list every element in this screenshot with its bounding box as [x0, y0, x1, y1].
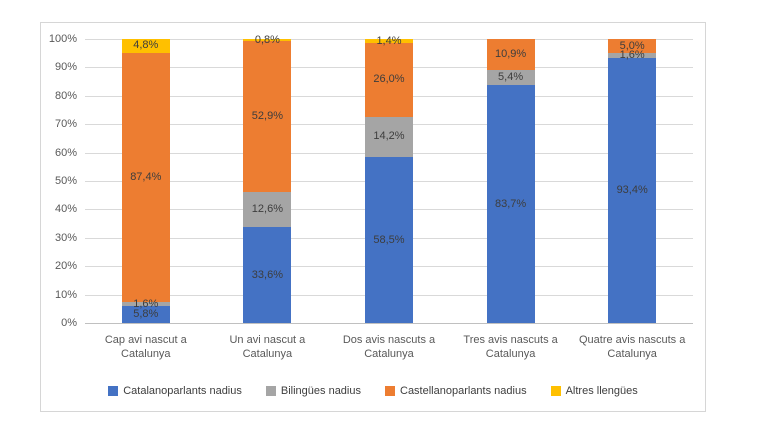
bar-segment — [121, 301, 170, 307]
bar-group: 5,8% 1,6% 87,4% 4,8% — [85, 39, 207, 323]
data-label: 83,7% — [494, 197, 527, 210]
bar-segment — [608, 53, 657, 58]
bar-segment — [364, 157, 413, 323]
data-label: 26,0% — [373, 73, 405, 86]
legend-label: Castellanoparlants nadius — [400, 385, 527, 397]
legend-label: Bilingües nadius — [280, 385, 361, 397]
legend-swatch-icon — [265, 386, 276, 396]
legend-item: Altres llengües — [550, 385, 638, 397]
bar-segment — [243, 39, 292, 42]
y-axis: 100% 90% 80% 70% 60% 50% 40% 30% 20% 10% 0% — [41, 33, 77, 329]
bar-segment — [364, 116, 413, 158]
bar-segment — [486, 39, 535, 70]
legend-item: Castellanoparlants nadius — [385, 385, 527, 397]
stacked-bar: 93,4% 1,6% 5,0% — [608, 39, 657, 323]
data-label: 4,8% — [133, 39, 159, 52]
stacked-bar: 58,5% 14,2% 26,0% 1,4% — [364, 35, 413, 323]
data-label: 87,4% — [130, 170, 162, 183]
stacked-bar: 33,6% 12,6% 52,9% 0,8% — [243, 34, 292, 323]
bar-group: 83,7% 5,4% 10,9% — [450, 39, 572, 323]
data-label: 10,9% — [494, 47, 527, 60]
bar-group: 93,4% 1,6% 5,0% — [571, 39, 693, 323]
bar-segment — [243, 191, 292, 228]
legend-swatch-icon — [385, 386, 395, 396]
bar-segment — [486, 85, 535, 323]
data-label: 5,4% — [498, 71, 524, 84]
legend-swatch-icon — [550, 386, 561, 396]
bar-segment — [121, 306, 170, 323]
data-label: 1,6% — [133, 297, 159, 310]
x-axis-label-text: Cap avi nascut a Catalunya — [104, 334, 187, 360]
legend-label: Catalanoparlants nadius — [123, 385, 242, 397]
bar-group: 33,6% 12,6% 52,9% 0,8% — [207, 34, 329, 323]
y-tick-label: 40% — [54, 203, 77, 216]
x-axis-line — [85, 323, 693, 324]
data-label: 0,8% — [254, 33, 280, 46]
data-label: 14,2% — [373, 130, 405, 143]
data-label: 33,6% — [251, 268, 283, 281]
bar-segment — [364, 42, 413, 117]
y-tick-label: 70% — [54, 118, 77, 131]
bar-group: 58,5% 14,2% 26,0% 1,4% — [328, 35, 450, 323]
bar-segment — [486, 69, 535, 86]
data-label: 1,4% — [376, 34, 402, 47]
bar-segment — [121, 52, 170, 302]
legend-swatch-icon — [108, 386, 119, 396]
legend-item: Bilingües nadius — [265, 385, 361, 397]
data-label: 52,9% — [251, 109, 283, 122]
data-label: 58,5% — [373, 233, 405, 246]
y-tick-label: 0% — [61, 317, 77, 329]
x-axis-label: Cap avi nascut a Catalunya — [85, 333, 207, 361]
data-label: 12,6% — [251, 203, 283, 216]
x-axis: Cap avi nascut a Catalunya Un avi nascut … — [85, 333, 693, 361]
y-tick-label: 60% — [54, 146, 77, 159]
y-tick-label: 90% — [54, 61, 77, 74]
chart-container: 100% 90% 80% 70% 60% 50% 40% 30% 20% 10% 0% 5,8% 1,… — [40, 22, 706, 412]
plot-area: 5,8% 1,6% 87,4% 4,8% 33,6% 12,6% 52,9% 0,8% 58,5… — [85, 34, 693, 324]
x-axis-label-text: Un avi nascut a Catalunya — [229, 334, 306, 360]
x-axis-label-text: Tres avis nascuts a Catalunya — [463, 334, 558, 360]
y-tick-label: 80% — [54, 89, 77, 102]
legend: Catalanoparlants nadius Bilingües nadius C… — [41, 385, 705, 397]
y-tick-label: 20% — [54, 260, 77, 273]
stacked-bar: 5,8% 1,6% 87,4% 4,8% — [121, 39, 170, 323]
data-label: 93,4% — [616, 183, 648, 196]
bar-segment — [243, 227, 292, 323]
bar-segment — [608, 57, 657, 323]
data-label: 5,0% — [619, 39, 645, 52]
bar-segment — [243, 41, 292, 192]
y-tick-label: 50% — [54, 175, 77, 187]
y-tick-label: 100% — [48, 33, 77, 45]
x-axis-label: Tres avis nascuts a Catalunya — [450, 333, 572, 361]
bar-segment — [364, 39, 413, 43]
legend-label: Altres llengües — [565, 385, 638, 397]
x-axis-label: Dos avis nascuts a Catalunya — [328, 333, 450, 361]
x-axis-label-text: Quatre avis nascuts a Catalunya — [578, 334, 686, 360]
bar-segment — [121, 39, 170, 53]
legend-item: Catalanoparlants nadius — [108, 385, 242, 397]
stacked-bar: 83,7% 5,4% 10,9% — [486, 39, 535, 323]
bar-segment — [608, 39, 657, 54]
data-label: 1,6% — [619, 48, 645, 61]
x-axis-label: Quatre avis nascuts a Catalunya — [571, 333, 693, 361]
y-tick-label: 30% — [54, 231, 77, 244]
data-label: 5,8% — [133, 308, 159, 321]
y-tick-label: 10% — [54, 288, 77, 301]
x-axis-label: Un avi nascut a Catalunya — [207, 333, 329, 361]
bars: 5,8% 1,6% 87,4% 4,8% 33,6% 12,6% 52,9% 0,8% 58,5… — [85, 34, 693, 323]
x-axis-label-text: Dos avis nascuts a Catalunya — [342, 334, 436, 360]
